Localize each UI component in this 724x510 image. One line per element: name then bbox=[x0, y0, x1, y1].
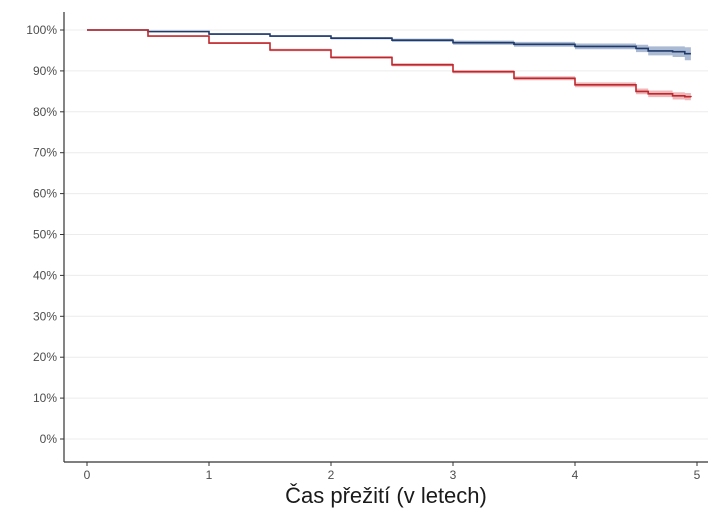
y-tick-label: 70% bbox=[33, 146, 57, 160]
confidence-bands bbox=[87, 30, 691, 101]
x-tick-label: 4 bbox=[572, 468, 579, 482]
y-tick-label: 20% bbox=[33, 350, 57, 364]
survival-curve-1 bbox=[87, 29, 691, 55]
x-tick-label: 2 bbox=[328, 468, 335, 482]
x-axis-title: Čas přežití (v letech) bbox=[285, 483, 487, 508]
survival-curves bbox=[87, 29, 692, 98]
y-tick-label: 30% bbox=[33, 309, 57, 323]
x-tick-label: 5 bbox=[694, 468, 701, 482]
y-tick-label: 10% bbox=[33, 391, 57, 405]
x-axis-ticks: 0 1 2 3 4 5 bbox=[84, 462, 701, 482]
y-tick-label: 60% bbox=[33, 187, 57, 201]
confidence-band-1 bbox=[87, 30, 691, 61]
grid-lines bbox=[64, 29, 708, 440]
y-tick-label: 80% bbox=[33, 105, 57, 119]
x-tick-label: 3 bbox=[450, 468, 457, 482]
y-tick-label: 40% bbox=[33, 268, 57, 282]
y-tick-label: 50% bbox=[33, 228, 57, 242]
y-axis-ticks: 0% 10% 20% 30% 40% 50% 60% 70% 80% 90% 100% bbox=[26, 23, 64, 446]
y-tick-label: 90% bbox=[33, 64, 57, 78]
x-tick-label: 0 bbox=[84, 468, 91, 482]
x-tick-label: 1 bbox=[206, 468, 213, 482]
y-tick-label: 100% bbox=[26, 23, 57, 37]
axes bbox=[63, 12, 708, 463]
y-tick-label: 0% bbox=[40, 432, 58, 446]
survival-curve-2 bbox=[87, 29, 692, 98]
